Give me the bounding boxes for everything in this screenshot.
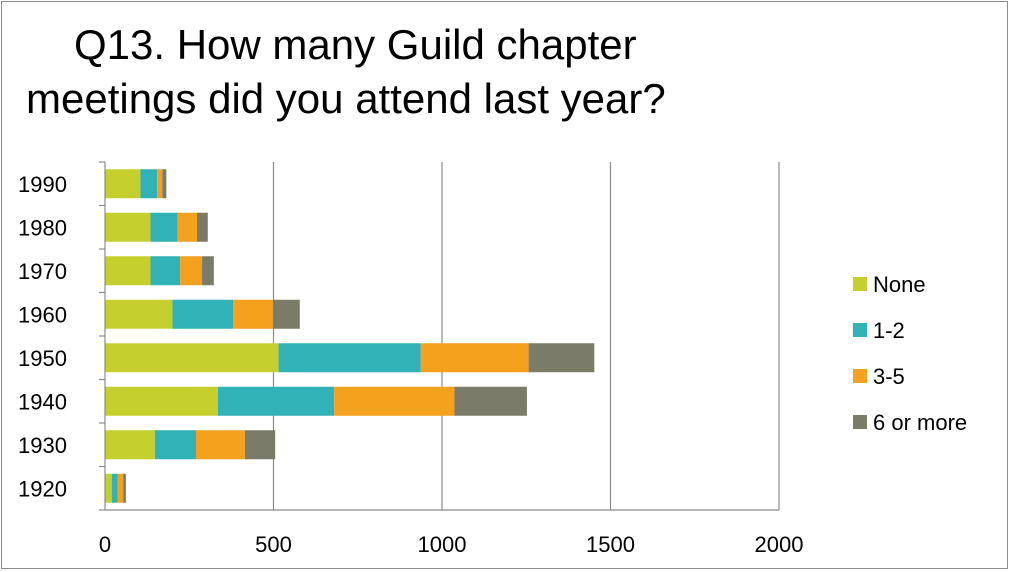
x-tick-label: 500: [255, 532, 292, 557]
bar-segment: [195, 430, 245, 460]
bar-segment: [123, 473, 126, 503]
legend-label: None: [873, 272, 926, 297]
bar-segment: [105, 386, 218, 416]
bar-segment: [150, 256, 181, 286]
bar-segment: [162, 169, 167, 199]
bar-segment: [233, 299, 273, 329]
legend-label: 3-5: [873, 364, 905, 389]
bar-segment: [150, 212, 178, 242]
bar-segment: [172, 299, 234, 329]
y-tick-label: 1990: [18, 172, 67, 197]
bar-segment: [105, 343, 279, 373]
bar-segment: [105, 299, 173, 329]
x-tick-label: 1500: [586, 532, 635, 557]
axes: [99, 161, 779, 511]
legend: None 1-2 3-5 6 or more: [853, 272, 967, 435]
legend-swatch: [853, 277, 867, 291]
grid-lines: [272, 162, 780, 510]
bar-segment: [202, 256, 214, 286]
chart-title-line-1: Q13. How many Guild chapter: [74, 21, 637, 68]
bar-segment: [197, 212, 208, 242]
y-tick-label: 1920: [18, 476, 67, 501]
bar-segment: [278, 343, 421, 373]
legend-swatch: [853, 323, 867, 337]
bar-segment: [105, 169, 141, 199]
bar-segment: [420, 343, 529, 373]
bar-segment: [157, 169, 163, 199]
bar-segment: [528, 343, 595, 373]
y-axis-labels: 1990 1980 1970 1960 1950 1940 1930 1920: [18, 172, 67, 502]
bars: [105, 169, 595, 503]
bar-segment: [105, 430, 155, 460]
legend-label: 6 or more: [873, 410, 967, 435]
y-tick-label: 1940: [18, 389, 67, 414]
bar-segment: [177, 212, 198, 242]
bar-segment: [140, 169, 158, 199]
bar-segment: [334, 386, 455, 416]
y-tick-label: 1980: [18, 215, 67, 240]
bar-segment: [217, 386, 335, 416]
y-tick-label: 1950: [18, 346, 67, 371]
bar-segment: [105, 473, 112, 503]
bar-segment: [117, 473, 124, 503]
bar-segment: [111, 473, 118, 503]
bar-segment: [105, 212, 151, 242]
bar-segment: [454, 386, 527, 416]
bar-segment: [105, 256, 151, 286]
legend-swatch: [853, 415, 867, 429]
chart-title: Q13. How many Guild chapter meetings did…: [0, 18, 800, 126]
bar-segment: [244, 430, 276, 460]
bar-segment: [180, 256, 203, 286]
x-tick-label: 1000: [418, 532, 467, 557]
chart-title-line-2: meetings did you attend last year?: [26, 75, 666, 122]
legend-swatch: [853, 369, 867, 383]
bar-segment: [154, 430, 196, 460]
bar-segment: [272, 299, 300, 329]
y-tick-label: 1930: [18, 433, 67, 458]
y-tick-label: 1960: [18, 302, 67, 327]
y-tick-label: 1970: [18, 259, 67, 284]
x-tick-label: 2000: [755, 532, 804, 557]
legend-label: 1-2: [873, 318, 905, 343]
x-axis-labels: 0 500 1000 1500 2000: [99, 532, 804, 557]
x-tick-label: 0: [99, 532, 111, 557]
